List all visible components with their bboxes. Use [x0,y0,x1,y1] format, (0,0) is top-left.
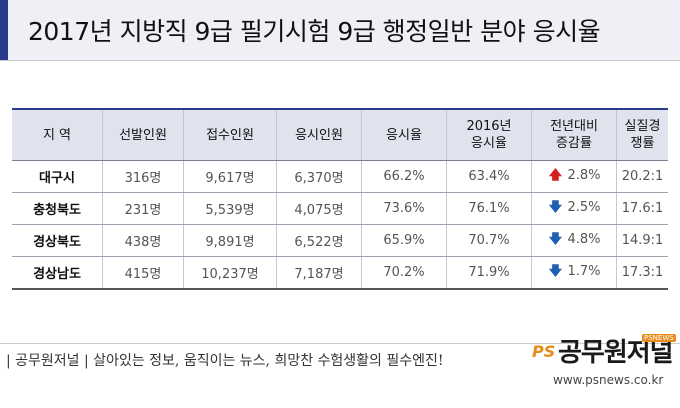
table-row: 경상남도 415명 10,237명 7,187명 70.2% 71.9% 🡇 1.7% 17.3… [12,256,668,290]
arrow-down-icon: 🡇 [548,199,563,215]
cell-applied: 9,891명 [183,224,277,257]
table-row: 충청북도 231명 5,539명 4,075명 73.6% 76.1% 🡇 2.5% 17.6:… [12,192,668,225]
psnews-logo: PS 공무원저널 PSNEWS [532,330,680,372]
column-header-rate: 응시율 [361,108,447,161]
cell-rate: 70.2% [361,256,447,290]
cell-region: 대구시 [12,160,103,193]
cell-change: 🡅 2.8% [531,160,617,193]
cell-applied: 10,237명 [183,256,277,290]
arrow-down-icon: 🡇 [548,263,563,279]
change-value: 2.8% [567,167,601,183]
logo-badge: PSNEWS [642,334,676,342]
table-body: 대구시 316명 9,617명 6,370명 66.2% 63.4% 🡅 2.8% 20.2:1… [12,160,668,290]
footer-tagline: | 공무원저널 | 살아있는 정보, 움직이는 뉴스, 희망찬 수험생활의 필수… [6,353,444,369]
cell-competition: 20.2:1 [616,160,668,193]
header-divider [0,60,680,61]
cell-applied: 5,539명 [183,192,277,225]
footer-divider [0,343,680,344]
arrow-up-icon: 🡅 [548,167,563,183]
logo-wordmark: 공무원저널 [558,338,674,368]
cell-selected: 438명 [102,224,184,257]
column-header-competition: 실질경쟁률 [616,108,668,161]
cell-rate-2016: 76.1% [446,192,532,225]
cell-region: 경상북도 [12,224,103,257]
column-header-selected: 선발인원 [102,108,184,161]
page-title: 2017년 지방직 9급 필기시험 9급 행정일반 분야 응시율 [28,17,601,46]
cell-selected: 231명 [102,192,184,225]
cell-rate: 73.6% [361,192,447,225]
statistics-table: 지 역 선발인원 접수인원 응시인원 응시율 2016년 응시율 전년대비 증감률 … [12,108,668,290]
cell-change: 🡇 4.8% [531,224,617,257]
cell-region: 충청북도 [12,192,103,225]
cell-rate-2016: 70.7% [446,224,532,257]
header-accent-bar [0,0,8,60]
cell-region: 경상남도 [12,256,103,290]
change-value: 2.5% [567,199,601,215]
cell-applied: 9,617명 [183,160,277,193]
column-header-tested: 응시인원 [276,108,362,161]
cell-competition: 17.6:1 [616,192,668,225]
cell-tested: 4,075명 [276,192,362,225]
change-value: 1.7% [567,263,601,279]
table-row: 경상북도 438명 9,891명 6,522명 65.9% 70.7% 🡇 4.8% 14.9:… [12,224,668,257]
cell-tested: 7,187명 [276,256,362,290]
header: 2017년 지방직 9급 필기시험 9급 행정일반 분야 응시율 [0,0,680,60]
cell-change: 🡇 2.5% [531,192,617,225]
footer-url: www.psnews.co.kr [553,373,664,387]
cell-tested: 6,522명 [276,224,362,257]
cell-change: 🡇 1.7% [531,256,617,290]
cell-rate-2016: 71.9% [446,256,532,290]
cell-competition: 14.9:1 [616,224,668,257]
arrow-down-icon: 🡇 [548,231,563,247]
change-value: 4.8% [567,231,601,247]
column-header-region: 지 역 [12,108,103,161]
cell-rate: 65.9% [361,224,447,257]
table-header-row: 지 역 선발인원 접수인원 응시인원 응시율 2016년 응시율 전년대비 증감률 … [12,108,668,161]
column-header-change: 전년대비 증감률 [531,108,617,161]
cell-rate: 66.2% [361,160,447,193]
table-row: 대구시 316명 9,617명 6,370명 66.2% 63.4% 🡅 2.8% 20.2:1 [12,160,668,193]
logo-ps-mark: PS [532,342,556,361]
cell-selected: 415명 [102,256,184,290]
cell-tested: 6,370명 [276,160,362,193]
column-header-applied: 접수인원 [183,108,277,161]
column-header-rate-2016: 2016년 응시율 [446,108,532,161]
cell-competition: 17.3:1 [616,256,668,290]
cell-rate-2016: 63.4% [446,160,532,193]
cell-selected: 316명 [102,160,184,193]
